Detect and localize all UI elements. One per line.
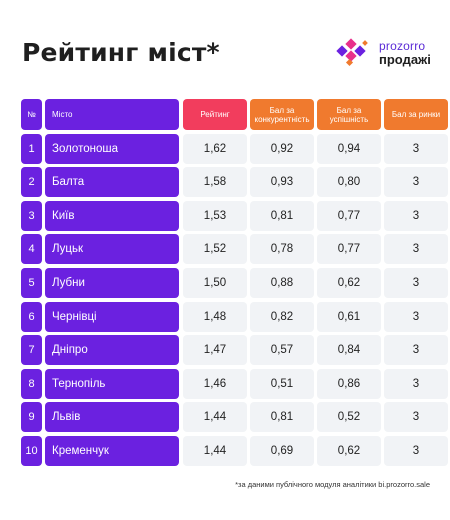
table-row: 4 Луцьк 1,52 0,78 0,77 3 [21, 234, 448, 265]
row-competition: 0,81 [250, 402, 314, 433]
prozorro-diamond-icon [336, 38, 368, 67]
city-rating-table: № Місто Рейтинг Бал за конкурентність Ба… [21, 99, 448, 470]
table-row: 8 Тернопіль 1,46 0,51 0,86 3 [21, 368, 448, 399]
row-city: Лубни [45, 267, 179, 298]
page-title: Рейтинг міст* [22, 38, 220, 67]
row-city: Дніпро [45, 335, 179, 366]
row-city: Кременчук [45, 435, 179, 466]
source-footnote: *за даними публічного модуля аналітики b… [235, 480, 430, 489]
header-num: № [21, 99, 42, 130]
row-rating: 1,46 [183, 368, 247, 399]
table-row: 6 Чернівці 1,48 0,82 0,61 3 [21, 301, 448, 332]
row-num: 1 [21, 133, 42, 164]
row-city: Київ [45, 200, 179, 231]
logo-text-bottom: продажі [379, 52, 431, 67]
row-markets: 3 [384, 133, 448, 164]
row-rating: 1,50 [183, 267, 247, 298]
row-success: 0,86 [317, 368, 381, 399]
header-success: Бал за успішність [317, 99, 381, 130]
row-success: 0,77 [317, 234, 381, 265]
row-num: 2 [21, 167, 42, 198]
header-city: Місто [45, 99, 179, 130]
row-rating: 1,47 [183, 335, 247, 366]
header-competition: Бал за конкурентність [250, 99, 314, 130]
row-success: 0,52 [317, 402, 381, 433]
row-num: 6 [21, 301, 42, 332]
table-row: 9 Львів 1,44 0,81 0,52 3 [21, 402, 448, 433]
row-markets: 3 [384, 368, 448, 399]
row-competition: 0,92 [250, 133, 314, 164]
table-row: 1 Золотоноша 1,62 0,92 0,94 3 [21, 133, 448, 164]
row-markets: 3 [384, 435, 448, 466]
row-num: 7 [21, 335, 42, 366]
table-row: 7 Дніпро 1,47 0,57 0,84 3 [21, 335, 448, 366]
row-city: Львів [45, 402, 179, 433]
row-success: 0,80 [317, 167, 381, 198]
row-num: 5 [21, 267, 42, 298]
row-competition: 0,51 [250, 368, 314, 399]
row-markets: 3 [384, 234, 448, 265]
row-num: 4 [21, 234, 42, 265]
row-success: 0,61 [317, 301, 381, 332]
logo-text-top: prozorro [379, 39, 426, 53]
row-markets: 3 [384, 335, 448, 366]
row-competition: 0,81 [250, 200, 314, 231]
row-num: 10 [21, 435, 42, 466]
table-row: 2 Балта 1,58 0,93 0,80 3 [21, 167, 448, 198]
row-competition: 0,78 [250, 234, 314, 265]
row-markets: 3 [384, 402, 448, 433]
row-rating: 1,48 [183, 301, 247, 332]
table-row: 10 Кременчук 1,44 0,69 0,62 3 [21, 435, 448, 466]
row-rating: 1,52 [183, 234, 247, 265]
header-markets: Бал за ринки [384, 99, 448, 130]
table-header-row: № Місто Рейтинг Бал за конкурентність Ба… [21, 99, 448, 130]
row-markets: 3 [384, 267, 448, 298]
row-success: 0,62 [317, 267, 381, 298]
row-competition: 0,82 [250, 301, 314, 332]
row-competition: 0,69 [250, 435, 314, 466]
row-success: 0,62 [317, 435, 381, 466]
row-city: Балта [45, 167, 179, 198]
row-competition: 0,88 [250, 267, 314, 298]
row-rating: 1,44 [183, 402, 247, 433]
row-rating: 1,62 [183, 133, 247, 164]
row-competition: 0,93 [250, 167, 314, 198]
row-num: 3 [21, 200, 42, 231]
row-city: Чернівці [45, 301, 179, 332]
row-success: 0,94 [317, 133, 381, 164]
header-rating: Рейтинг [183, 99, 247, 130]
row-city: Золотоноша [45, 133, 179, 164]
row-competition: 0,57 [250, 335, 314, 366]
row-success: 0,84 [317, 335, 381, 366]
row-markets: 3 [384, 301, 448, 332]
row-rating: 1,44 [183, 435, 247, 466]
table-row: 5 Лубни 1,50 0,88 0,62 3 [21, 267, 448, 298]
row-city: Тернопіль [45, 368, 179, 399]
row-markets: 3 [384, 200, 448, 231]
row-num: 8 [21, 368, 42, 399]
table-row: 3 Київ 1,53 0,81 0,77 3 [21, 200, 448, 231]
row-num: 9 [21, 402, 42, 433]
row-rating: 1,58 [183, 167, 247, 198]
prozorro-logo: prozorro продажі [334, 38, 431, 68]
row-markets: 3 [384, 167, 448, 198]
row-success: 0,77 [317, 200, 381, 231]
row-rating: 1,53 [183, 200, 247, 231]
row-city: Луцьк [45, 234, 179, 265]
